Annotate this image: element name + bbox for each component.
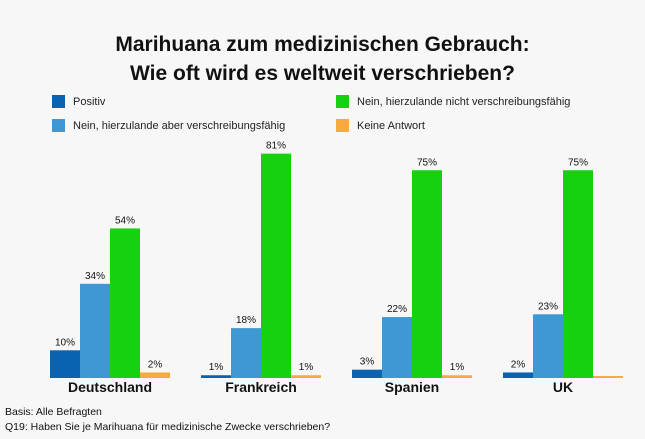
- data-label-3-1: 23%: [538, 301, 558, 312]
- bar-3-2: [563, 170, 593, 378]
- legend-swatch-nicht-verschreibungsfaehig: [336, 95, 349, 108]
- legend-label-keine-antwort: Keine Antwort: [357, 119, 425, 132]
- data-label-3-2: 75%: [568, 157, 588, 168]
- bar-0-3: [140, 372, 170, 378]
- chart-title-line1: Marihuana zum medizinischen Gebrauch:: [115, 33, 530, 56]
- bar-1-2: [261, 153, 291, 378]
- bar-0-1: [80, 283, 110, 378]
- bar-1-1: [231, 328, 261, 378]
- bar-3-0: [503, 372, 533, 378]
- chart-title-line2: Wie oft wird es weltweit verschrieben?: [130, 62, 515, 85]
- data-label-0-0: 10%: [55, 337, 75, 348]
- legend-label-nicht-verschreibungsfaehig: Nein, hierzulande nicht verschreibungsfä…: [357, 95, 571, 108]
- data-label-2-2: 75%: [417, 157, 437, 168]
- legend-item-positiv: Positiv: [52, 95, 105, 108]
- bar-2-0: [352, 369, 382, 378]
- legend-item-keine-antwort: Keine Antwort: [336, 119, 425, 132]
- bar-2-1: [382, 317, 412, 378]
- footer-basis: Basis: Alle Befragten: [5, 406, 102, 418]
- data-label-1-2: 81%: [266, 141, 286, 152]
- data-label-2-1: 22%: [387, 304, 407, 315]
- legend-item-nicht-verschreibungsfaehig: Nein, hierzulande nicht verschreibungsfä…: [336, 95, 570, 108]
- bar-1-3: [291, 375, 321, 378]
- bar-3-3: [593, 376, 623, 378]
- legend-swatch-aber-verschreibungsfaehig: [52, 119, 65, 132]
- data-label-0-1: 34%: [85, 271, 105, 282]
- bar-0-2: [110, 228, 140, 378]
- data-label-3-0: 2%: [511, 359, 526, 370]
- bar-1-0: [201, 375, 231, 378]
- legend-swatch-positiv: [52, 95, 65, 108]
- footer-question: Q19: Haben Sie je Marihuana für medizini…: [5, 421, 331, 433]
- legend-swatch-keine-antwort: [336, 119, 349, 132]
- category-label-0: Deutschland: [68, 379, 152, 395]
- bar-2-3: [442, 375, 472, 378]
- bar-2-2: [412, 170, 442, 378]
- legend-label-positiv: Positiv: [73, 95, 106, 108]
- category-label-2: Spanien: [385, 379, 439, 395]
- data-label-0-3: 2%: [148, 359, 163, 370]
- data-label-1-3: 1%: [299, 362, 314, 373]
- bar-0-0: [50, 350, 80, 378]
- legend-label-aber-verschreibungsfaehig: Nein, hierzulande aber verschreibungsfäh…: [73, 119, 286, 132]
- legend-item-aber-verschreibungsfaehig: Nein, hierzulande aber verschreibungsfäh…: [52, 119, 285, 132]
- data-label-1-1: 18%: [236, 315, 256, 326]
- bar-3-1: [533, 314, 563, 378]
- data-label-2-0: 3%: [360, 357, 375, 368]
- category-label-1: Frankreich: [225, 379, 297, 395]
- data-label-2-3: 1%: [450, 362, 465, 373]
- category-label-3: UK: [553, 379, 573, 395]
- data-label-0-2: 54%: [115, 215, 135, 226]
- data-label-1-0: 1%: [209, 362, 224, 373]
